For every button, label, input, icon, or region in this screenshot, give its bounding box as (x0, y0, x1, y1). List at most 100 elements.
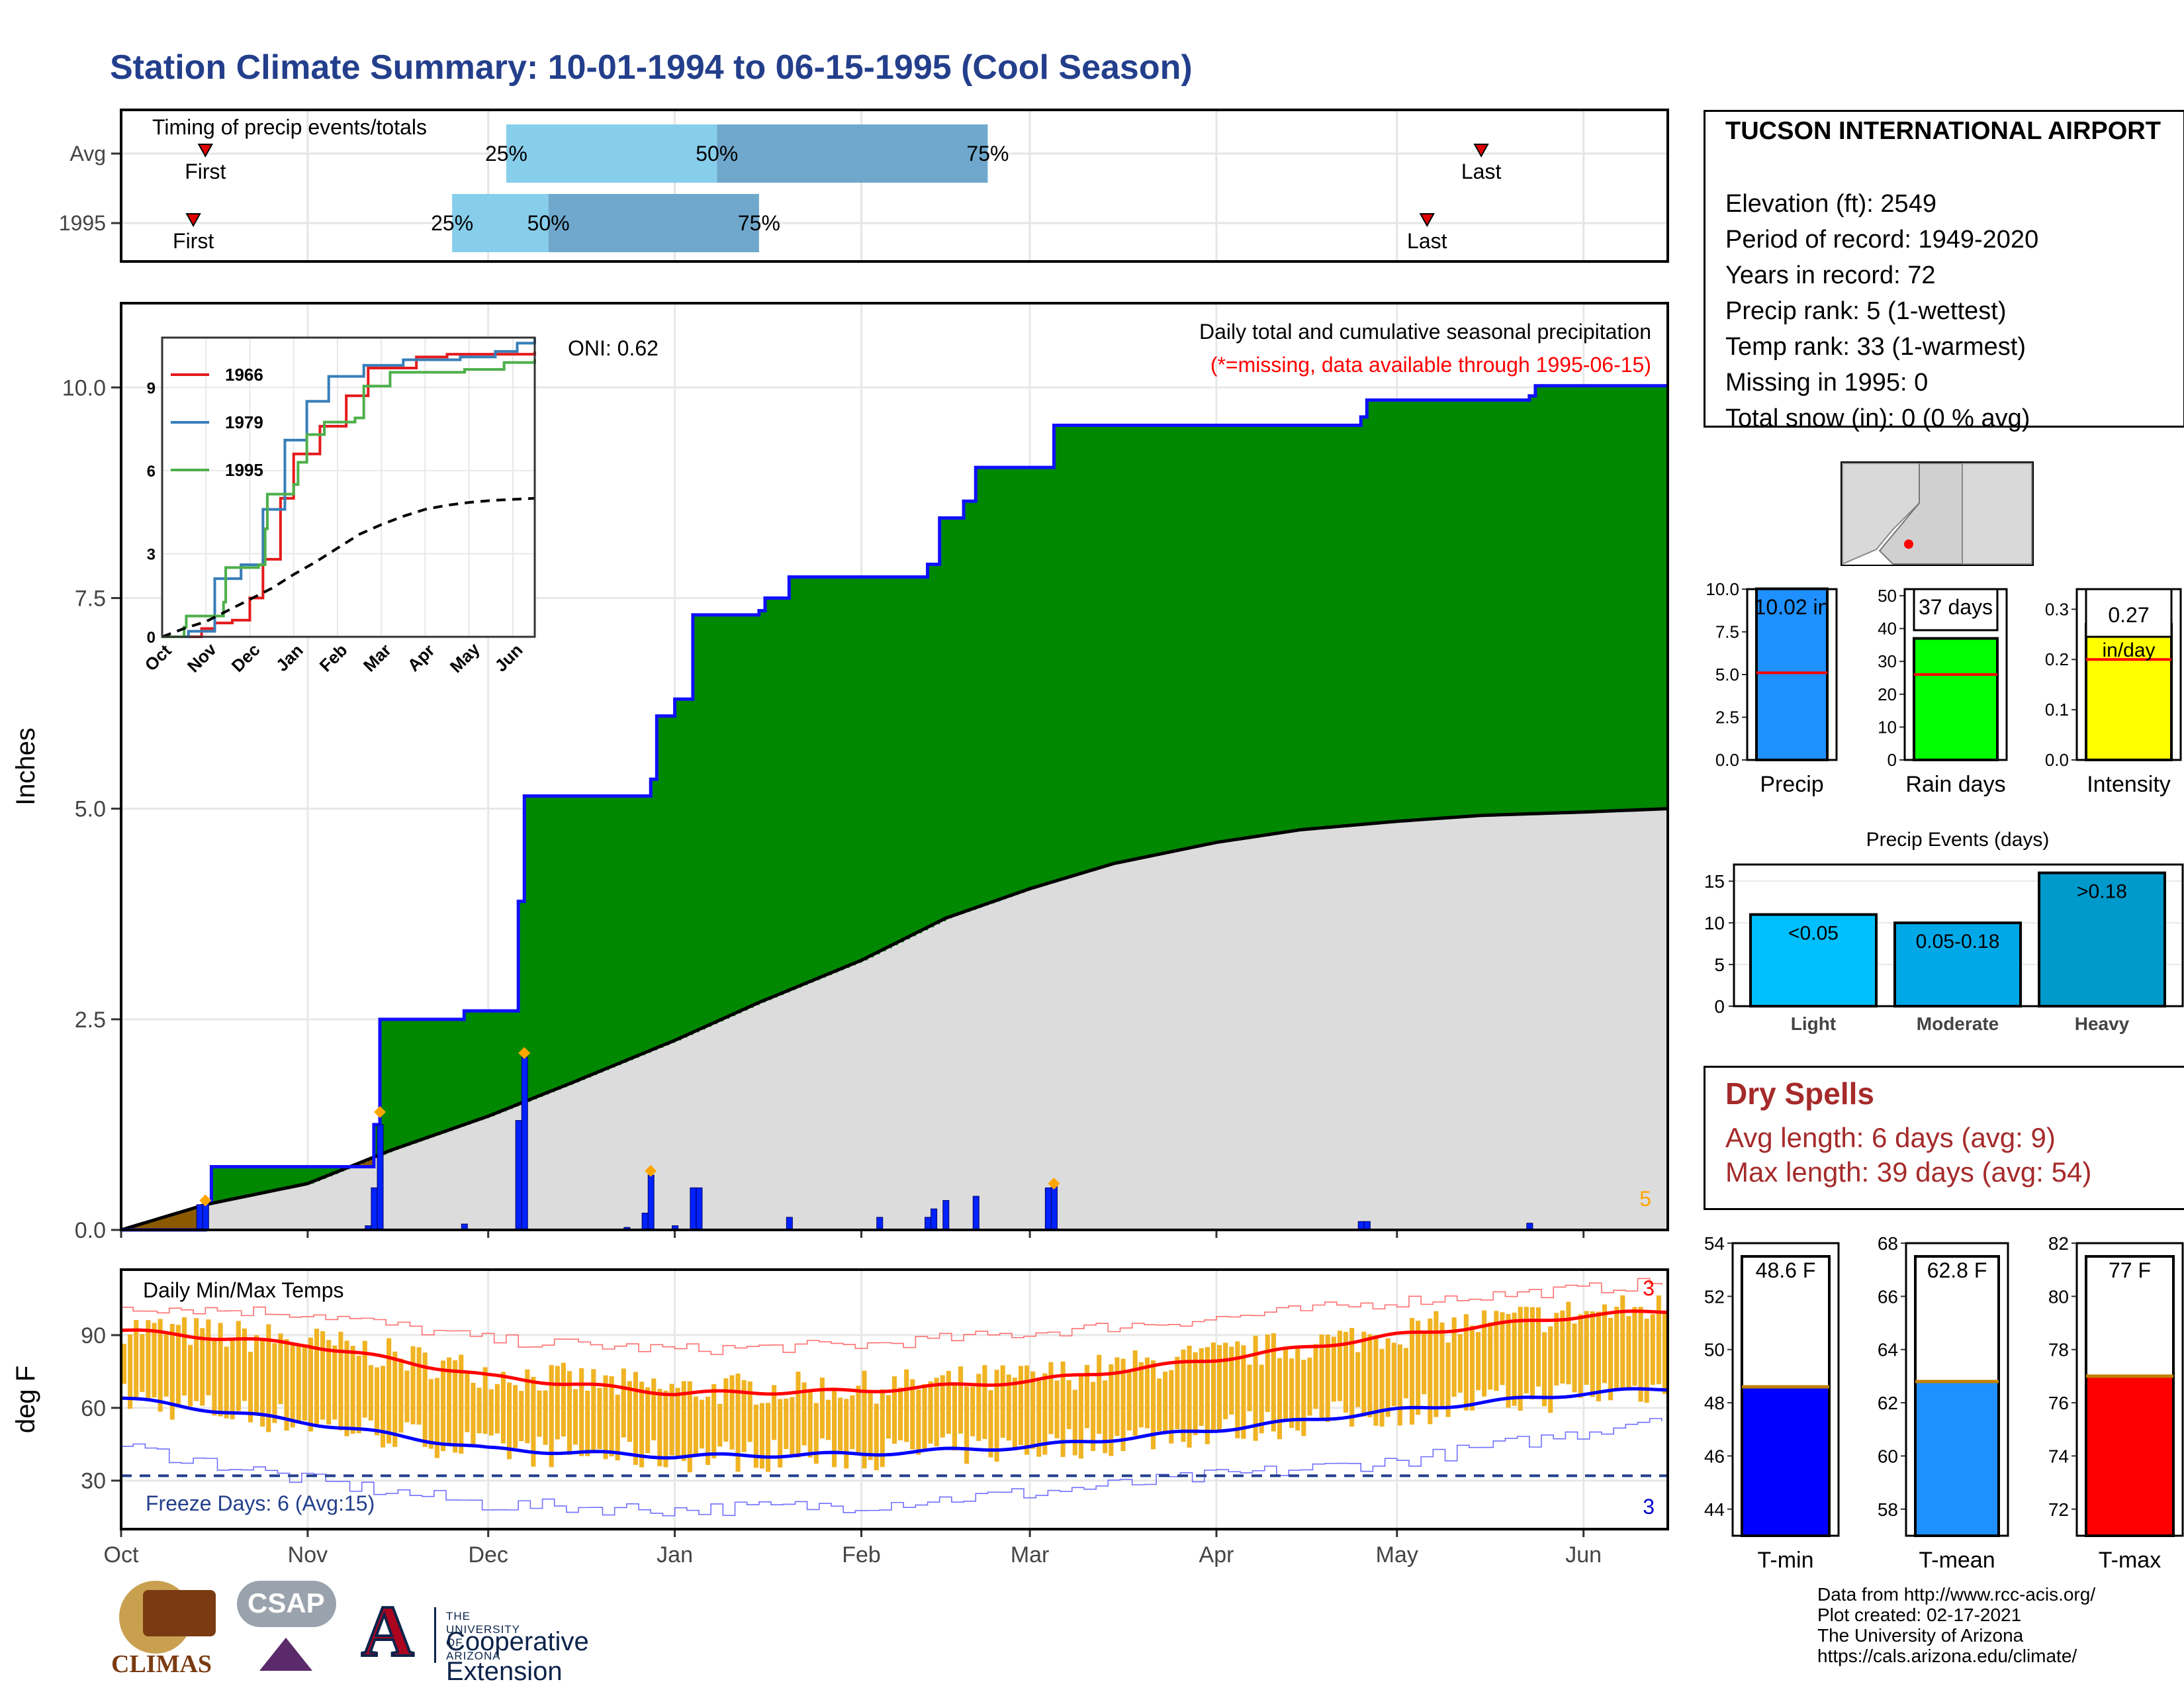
above-avg-fill (1614, 385, 1620, 811)
above-avg-fill (1577, 385, 1584, 813)
station-info-line: Period of record: 1949-2020 (1725, 226, 2039, 254)
daily-temp-bar (1391, 1342, 1396, 1407)
above-avg-fill (945, 518, 952, 919)
daily-precip-bar (647, 1174, 655, 1231)
above-avg-fill (518, 901, 525, 1104)
above-avg-fill (639, 796, 645, 1056)
daily-temp-bar (1524, 1307, 1529, 1393)
above-avg-fill (1415, 400, 1422, 820)
tbar-value-label: 62.8 F (1927, 1258, 1987, 1282)
daily-temp-bar (1331, 1336, 1336, 1402)
daily-temp-bar (471, 1382, 476, 1447)
timing-q75-label: 75% (738, 211, 780, 235)
above-avg-fill (837, 577, 844, 970)
above-avg-fill (1589, 385, 1596, 812)
station-location-marker (1904, 539, 1913, 549)
daily-temp-bar (994, 1370, 999, 1462)
above-avg-fill (584, 796, 591, 1078)
daily-temp-bar (1199, 1348, 1204, 1427)
tbar-y-tick-label: 46 (1704, 1446, 1725, 1466)
above-avg-fill (1144, 425, 1151, 858)
above-avg-fill (1312, 425, 1320, 829)
above-avg-fill (602, 796, 610, 1070)
daily-temp-bar (639, 1382, 645, 1468)
daily-temp-bar (946, 1371, 951, 1434)
credits-source: Data from http://www.rcc-acis.org/ (1817, 1584, 2096, 1605)
precip-y-axis-label: Inches (11, 727, 40, 806)
daily-temp-bar (1066, 1380, 1071, 1429)
summary-y-tick-label: 2.5 (1715, 708, 1739, 727)
above-avg-fill (1306, 425, 1314, 829)
station-info-line: Missing in 1995: 0 (1725, 369, 1929, 397)
tbar-bar (1914, 1380, 2000, 1538)
timing-first-label: First (173, 229, 214, 253)
above-avg-fill (1451, 400, 1458, 818)
inset-series-line (162, 359, 536, 638)
above-avg-fill (1083, 425, 1091, 872)
daily-precip-bar (942, 1199, 950, 1231)
normal-max-line (120, 1309, 1668, 1397)
daily-temp-bar (1072, 1389, 1077, 1456)
above-avg-fill (686, 699, 694, 1035)
daily-temp-bar (1662, 1311, 1667, 1394)
daily-temp-bar (675, 1387, 680, 1456)
daily-temp-bar (1018, 1366, 1024, 1445)
above-avg-fill (235, 1166, 242, 1199)
summary-label-box (2085, 588, 2173, 638)
daily-temp-bar (272, 1343, 277, 1423)
daily-temp-bar (886, 1395, 891, 1439)
above-avg-fill (1036, 467, 1042, 887)
above-avg-fill (849, 577, 856, 966)
above-avg-fill (1234, 425, 1241, 840)
events-bar (1749, 913, 1878, 1008)
above-avg-fill (1192, 425, 1199, 848)
daily-temp-bar (573, 1389, 578, 1445)
daily-temp-bar (1554, 1313, 1559, 1385)
daily-temp-bar (1469, 1325, 1475, 1411)
daily-temp-bar (254, 1335, 259, 1415)
summary-frame (1746, 588, 1838, 761)
inset-legend-label: 1966 (225, 365, 263, 385)
above-avg-fill (897, 577, 904, 943)
ua-a-icon: A (360, 1591, 415, 1671)
above-avg-fill (1385, 400, 1392, 823)
daily-temp-bar (543, 1390, 548, 1445)
below-avg-fill (367, 1159, 375, 1167)
daily-temp-bar (1157, 1378, 1162, 1432)
daily-temp-bar (1084, 1364, 1090, 1429)
daily-temp-bar (459, 1354, 464, 1454)
daily-temp-bar (1457, 1334, 1463, 1393)
daily-temp-bar (1175, 1356, 1180, 1429)
above-avg-fill (1342, 425, 1349, 826)
inset-frame (161, 336, 536, 638)
precip-y-tick-label: 5.0 (75, 797, 106, 822)
above-avg-fill (1379, 400, 1386, 823)
daily-temp-bar (651, 1378, 657, 1440)
daily-temp-bar (1367, 1334, 1373, 1418)
tbar-y-tick-label: 62 (1878, 1393, 1898, 1413)
above-avg-fill (320, 1166, 326, 1179)
daily-temp-bar (1608, 1317, 1614, 1401)
daily-temp-bar (1614, 1307, 1619, 1390)
daily-temp-bar (200, 1328, 205, 1406)
above-avg-fill (752, 614, 760, 1006)
daily-temp-bar (140, 1334, 145, 1392)
above-avg-fill (1295, 425, 1301, 831)
tbar-bar (2085, 1374, 2175, 1538)
station-info-line: Precip rank: 5 (1-wettest) (1725, 297, 2007, 325)
avg-cumulative-area (121, 808, 1668, 1230)
inset-y-label: 3 (147, 545, 156, 563)
above-avg-fill (1066, 425, 1073, 878)
daily-temp-bar (1097, 1354, 1102, 1434)
above-avg-fill (380, 1019, 387, 1155)
above-avg-fill (1264, 425, 1271, 835)
csap-mountain-icon (259, 1638, 312, 1671)
daily-temp-bar (753, 1404, 758, 1468)
tbar-y-tick-label: 68 (1878, 1233, 1898, 1254)
events-value-label: 0.05-0.18 (1916, 931, 2000, 953)
above-avg-fill (1138, 425, 1145, 859)
dry-spells-avg: Avg length: 6 days (avg: 9) (1725, 1122, 2056, 1153)
daily-temp-bar (928, 1381, 933, 1444)
csap-logo: CSAP (233, 1581, 345, 1680)
above-avg-fill (1132, 425, 1139, 860)
